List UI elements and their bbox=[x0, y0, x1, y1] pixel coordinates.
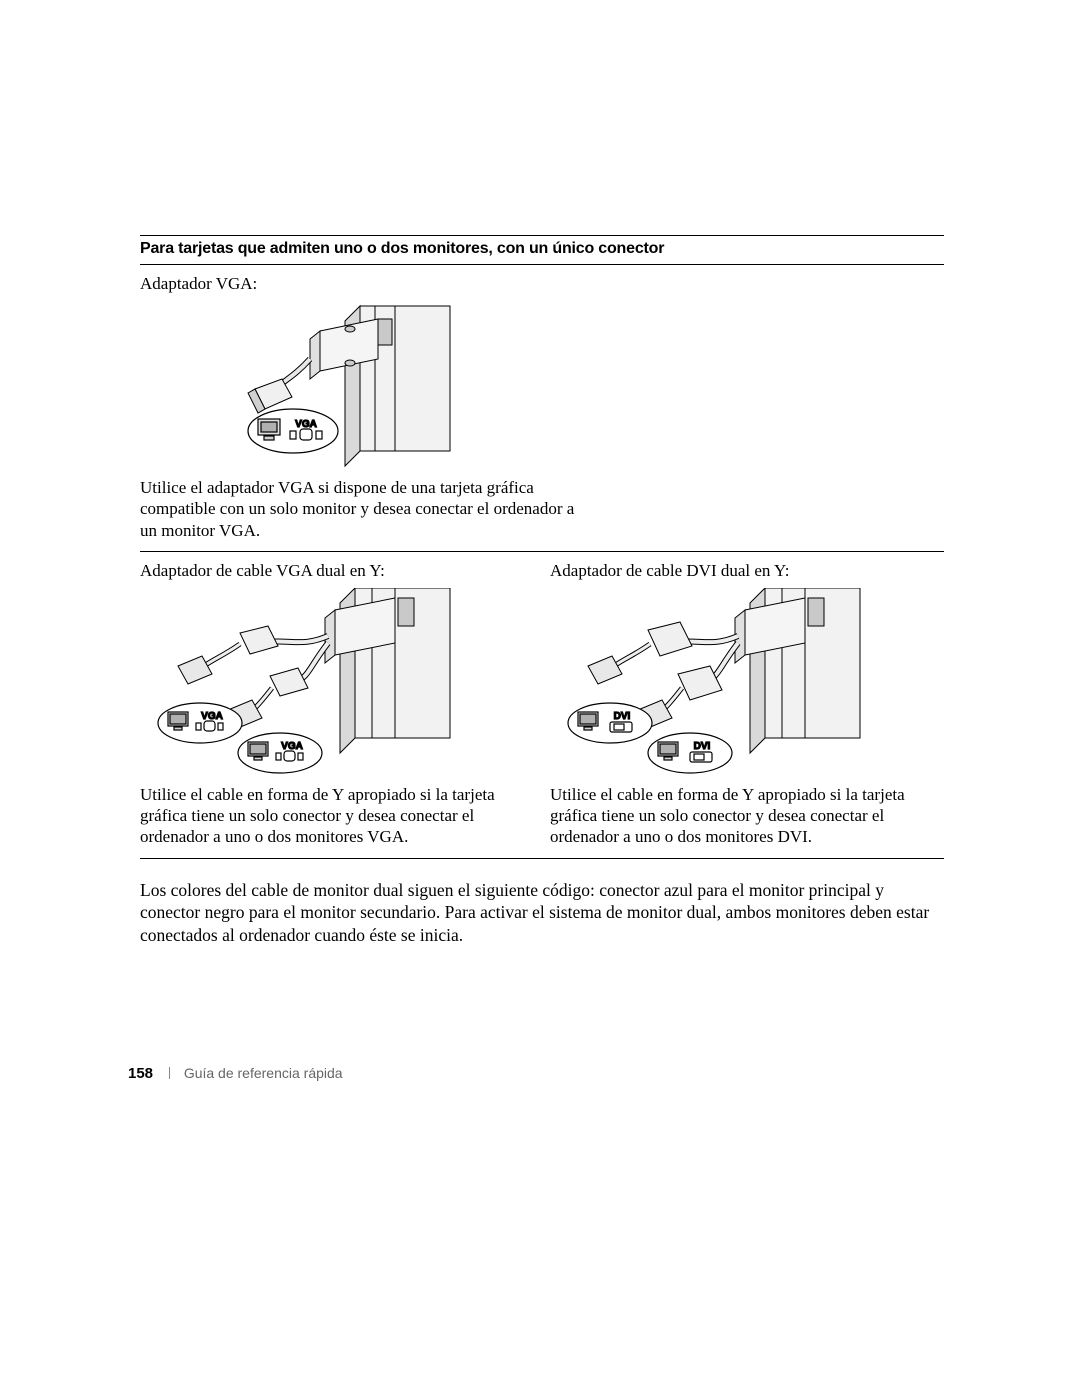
caption-vga-adapter: Utilice el adaptador VGA si dispone de u… bbox=[140, 477, 586, 541]
body-paragraph: Los colores del cable de monitor dual si… bbox=[140, 879, 944, 947]
page-number: 158 bbox=[128, 1065, 153, 1082]
footer-doc-title: Guía de referencia rápida bbox=[184, 1065, 343, 1081]
vga-y-illustration: VGA VGA bbox=[140, 588, 460, 778]
cell-vga-y: Adaptador de cable VGA dual en Y: bbox=[140, 552, 542, 858]
badge-vga-label: VGA bbox=[295, 419, 317, 430]
badge-dvi-y-1: DVI bbox=[614, 711, 631, 722]
footer-separator bbox=[169, 1067, 170, 1079]
badge-dvi-y-2: DVI bbox=[694, 741, 711, 752]
section-title: Para tarjetas que admiten uno o dos moni… bbox=[140, 240, 664, 257]
label-vga-y: Adaptador de cable VGA dual en Y: bbox=[140, 560, 534, 582]
row-y-cables: Adaptador de cable VGA dual en Y: bbox=[140, 552, 944, 859]
dvi-y-illustration: DVI DVI bbox=[550, 588, 870, 778]
page-content: Para tarjetas que admiten uno o dos moni… bbox=[140, 235, 944, 947]
cell-vga-adapter: Adaptador VGA: bbox=[140, 265, 944, 551]
page-footer: 158 Guía de referencia rápida bbox=[128, 1065, 343, 1082]
diagram-vga-y: VGA VGA bbox=[140, 588, 534, 778]
caption-vga-y: Utilice el cable en forma de Y apropiado… bbox=[140, 784, 534, 848]
badge-vga-y-2: VGA bbox=[281, 741, 303, 752]
diagram-vga-adapter: VGA bbox=[140, 301, 936, 471]
cell-dvi-y: Adaptador de cable DVI dual en Y: bbox=[542, 552, 944, 858]
vga-adapter-illustration: VGA bbox=[200, 301, 460, 471]
row-vga-adapter: Adaptador VGA: bbox=[140, 265, 944, 552]
diagram-dvi-y: DVI DVI bbox=[550, 588, 944, 778]
label-dvi-y: Adaptador de cable DVI dual en Y: bbox=[550, 560, 944, 582]
badge-vga-y-1: VGA bbox=[201, 711, 223, 722]
caption-dvi-y: Utilice el cable en forma de Y apropiado… bbox=[550, 784, 944, 848]
section-header: Para tarjetas que admiten uno o dos moni… bbox=[140, 235, 944, 265]
label-vga-adapter: Adaptador VGA: bbox=[140, 273, 936, 295]
